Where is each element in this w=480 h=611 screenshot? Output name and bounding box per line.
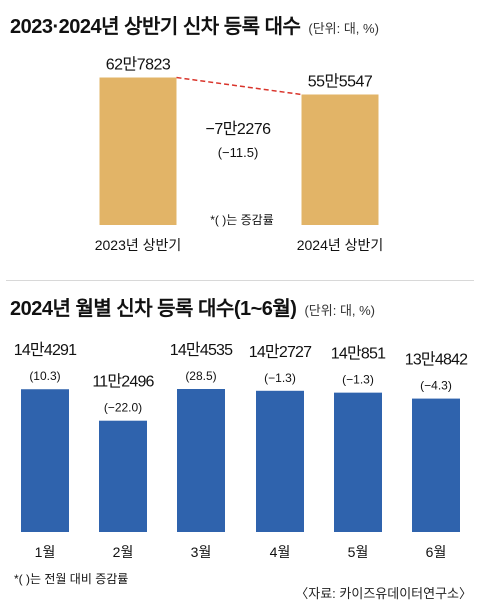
value-label: 62만7823 (106, 56, 171, 74)
chart-title: 2024년 월별 신차 등록 대수(1~6월) (단위: 대, %) (10, 292, 375, 321)
bar (334, 392, 382, 532)
half-year-bar-chart: 62만7823 2023년 상반기 55만5547 2024년 상반기 −7만2276 (… (95, 56, 384, 253)
value-label: 55만5547 (308, 72, 373, 90)
change-percent-label: (10.3) (29, 369, 60, 383)
bar (21, 389, 69, 532)
category-label: 2월 (113, 544, 134, 560)
chart-title-text: 2023·2024년 상반기 신차 등록 대수 (10, 16, 301, 38)
value-label: 11만2496 (92, 373, 154, 391)
change-percent-label: (−4.3) (420, 379, 452, 393)
chart-title-text: 2024년 월별 신차 등록 대수(1~6월) (10, 298, 297, 320)
unit-label: (단위: 대, %) (304, 303, 376, 318)
value-label: 14만2727 (249, 343, 312, 361)
half-year-chart: 2023·2024년 상반기 신차 등록 대수 (단위: 대, %) 62만782… (0, 0, 480, 280)
category-label: 2023년 상반기 (95, 237, 182, 253)
change-percent-label: (−11.5) (218, 145, 259, 160)
section-divider (6, 280, 474, 281)
legend-note: *( )는 전월 대비 증감률 (14, 572, 128, 586)
category-label: 2024년 상반기 (297, 237, 384, 253)
value-label: 14만851 (331, 345, 386, 363)
category-label: 6월 (426, 544, 447, 560)
change-percent-label: (28.5) (185, 369, 216, 383)
category-label: 1월 (35, 544, 56, 560)
bar (301, 94, 379, 226)
change-percent-label: (−22.0) (104, 401, 142, 415)
monthly-bar-chart: 14만4291 (10.3) 1월 11만2496 (−22.0) 2월 14만4535 (2… (14, 341, 469, 586)
monthly-chart: 2024년 월별 신차 등록 대수(1~6월) (단위: 대, %) 14만429… (0, 282, 480, 611)
chart-title: 2023·2024년 상반기 신차 등록 대수 (단위: 대, %) (10, 10, 379, 39)
category-label: 3월 (191, 544, 212, 560)
legend-note: *( )는 증감률 (210, 213, 274, 227)
value-label: 14만4291 (14, 341, 77, 359)
bar (99, 77, 177, 226)
value-label: 14만4535 (170, 341, 233, 359)
category-label: 4월 (270, 544, 291, 560)
bar (412, 398, 460, 532)
value-label: 13만4842 (405, 351, 468, 369)
change-percent-label: (−1.3) (264, 371, 296, 385)
source-note: 〈자료: 카이즈유데이터연구소〉 (295, 586, 472, 601)
unit-label: (단위: 대, %) (308, 21, 379, 36)
change-connector-line (176, 76, 302, 96)
bar (177, 389, 225, 532)
bar (256, 390, 304, 532)
category-label: 5월 (348, 544, 369, 560)
bar (99, 420, 147, 532)
change-value-label: −7만2276 (205, 120, 271, 138)
change-percent-label: (−1.3) (342, 373, 374, 387)
